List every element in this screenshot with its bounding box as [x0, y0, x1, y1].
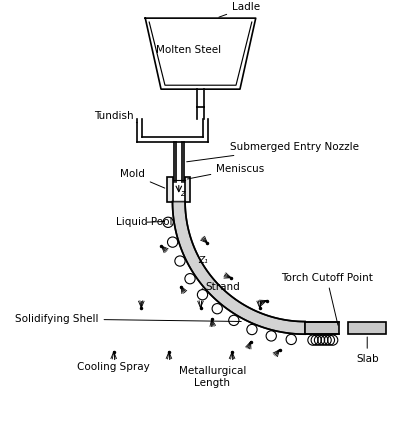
Text: Solidifying Shell: Solidifying Shell: [15, 314, 241, 324]
Text: Submerged Entry Nozzle: Submerged Entry Nozzle: [187, 142, 359, 162]
Text: Strand: Strand: [202, 282, 240, 292]
Text: Mold: Mold: [120, 169, 165, 188]
Text: Cooling Spray: Cooling Spray: [77, 362, 150, 372]
Text: Meniscus: Meniscus: [187, 164, 265, 179]
Text: Ladle: Ladle: [219, 2, 260, 17]
Text: Slab: Slab: [356, 337, 379, 364]
Polygon shape: [167, 177, 173, 202]
Polygon shape: [185, 177, 190, 202]
Polygon shape: [172, 202, 305, 334]
Text: z: z: [180, 189, 185, 197]
Text: Liquid Pool: Liquid Pool: [116, 217, 172, 227]
Text: Torch Cutoff Point: Torch Cutoff Point: [281, 273, 373, 325]
Polygon shape: [348, 322, 386, 334]
Text: Z₁: Z₁: [198, 256, 208, 265]
Text: Metallurgical
Length: Metallurgical Length: [179, 366, 246, 388]
Text: Molten Steel: Molten Steel: [156, 45, 221, 55]
Text: Tundish: Tundish: [94, 111, 138, 123]
Polygon shape: [305, 322, 338, 334]
